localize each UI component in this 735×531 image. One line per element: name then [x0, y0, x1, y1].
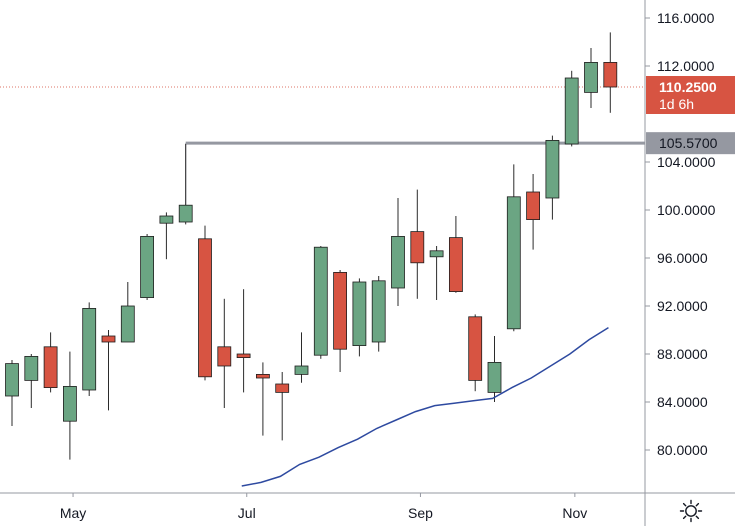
candle-up[interactable] — [63, 385, 77, 422]
candle-up[interactable] — [391, 235, 405, 289]
candle-down[interactable] — [217, 346, 232, 367]
candle-down[interactable] — [448, 237, 463, 293]
candle-up[interactable] — [371, 280, 386, 343]
candle-up[interactable] — [545, 139, 560, 199]
candle-up[interactable] — [584, 62, 598, 93]
y-tick-label: 96.0000 — [657, 250, 708, 266]
candle-down[interactable] — [468, 316, 483, 381]
x-tick-label: Nov — [562, 505, 587, 521]
last-price-label: 110.2500 — [659, 79, 717, 95]
candle-down[interactable] — [43, 346, 58, 388]
candle-up[interactable] — [313, 246, 328, 356]
moving-average-line — [241, 326, 609, 487]
candle-up[interactable] — [429, 250, 444, 258]
candle-down[interactable] — [255, 373, 270, 379]
candle-down[interactable] — [410, 231, 425, 264]
candle-up[interactable] — [352, 281, 367, 346]
candle-down[interactable] — [198, 238, 212, 378]
last-price-badge — [646, 76, 735, 114]
candle-down[interactable] — [526, 191, 540, 221]
candle-up[interactable] — [120, 305, 135, 343]
candle-up[interactable] — [294, 365, 309, 375]
y-tick-label: 104.0000 — [657, 154, 716, 170]
level-price-badge — [646, 132, 735, 155]
candle-up[interactable] — [487, 361, 502, 393]
y-tick-label: 116.0000 — [657, 10, 715, 26]
y-tick-label: 112.0000 — [657, 58, 715, 74]
candle-down[interactable] — [333, 271, 348, 350]
candle-up[interactable] — [5, 363, 19, 397]
candle-down[interactable] — [101, 335, 116, 343]
level-price-label: 105.5700 — [659, 135, 718, 151]
x-tick-label: Sep — [408, 505, 433, 521]
candle-up[interactable] — [506, 196, 521, 330]
gear-icon[interactable] — [679, 499, 703, 523]
candle-up[interactable] — [564, 77, 579, 145]
x-tick-label: May — [60, 505, 86, 521]
candle-up[interactable] — [140, 235, 155, 298]
y-tick-label: 80.0000 — [657, 442, 708, 458]
candle-down[interactable] — [275, 383, 290, 393]
candle-down[interactable] — [236, 353, 251, 358]
candle-up[interactable] — [159, 215, 174, 224]
y-tick-label: 100.0000 — [657, 202, 716, 218]
y-tick-label: 84.0000 — [657, 394, 708, 410]
y-tick-label: 92.0000 — [657, 298, 708, 314]
candle-up[interactable] — [24, 355, 39, 381]
candle-up[interactable] — [178, 204, 193, 223]
countdown-label: 1d 6h — [659, 96, 694, 112]
candle-up[interactable] — [82, 307, 97, 391]
y-tick-label: 88.0000 — [657, 346, 708, 362]
candle-down[interactable] — [603, 62, 618, 88]
x-tick-label: Jul — [238, 505, 256, 521]
